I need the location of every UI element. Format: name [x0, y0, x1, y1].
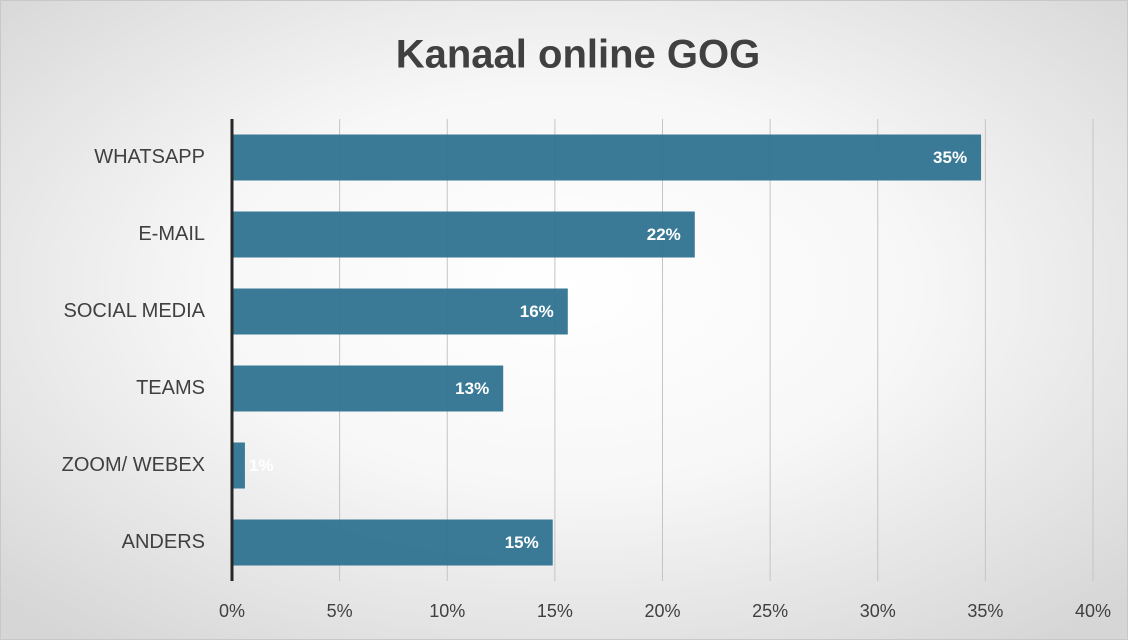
bar [232, 519, 553, 566]
chart-title: Kanaal online GOG [396, 33, 761, 77]
y-tick-label: E-MAIL [138, 223, 205, 245]
y-tick-label: TEAMS [136, 377, 205, 399]
x-tick-label: 15% [537, 601, 573, 621]
data-label: 1% [249, 456, 274, 475]
x-tick-label: 5% [327, 601, 353, 621]
bar [232, 134, 982, 181]
data-label: 16% [520, 302, 554, 321]
bar [232, 211, 695, 258]
x-tick-label: 10% [429, 601, 465, 621]
data-label: 22% [647, 225, 681, 244]
x-tick-label: 25% [752, 601, 788, 621]
y-tick-label: WHATSAPP [94, 146, 205, 168]
bar [232, 365, 504, 412]
bar [232, 442, 245, 489]
y-tick-label: ANDERS [122, 531, 205, 553]
bar [232, 288, 568, 335]
data-label: 13% [455, 379, 489, 398]
x-tick-label: 0% [219, 601, 245, 621]
x-tick-label: 30% [860, 601, 896, 621]
x-tick-label: 35% [967, 601, 1003, 621]
y-tick-label: ZOOM/ WEBEX [62, 454, 205, 476]
data-label: 35% [933, 148, 967, 167]
x-tick-label: 40% [1075, 601, 1111, 621]
x-tick-label: 20% [644, 601, 680, 621]
y-tick-label: SOCIAL MEDIA [63, 300, 205, 322]
data-label: 15% [505, 533, 539, 552]
